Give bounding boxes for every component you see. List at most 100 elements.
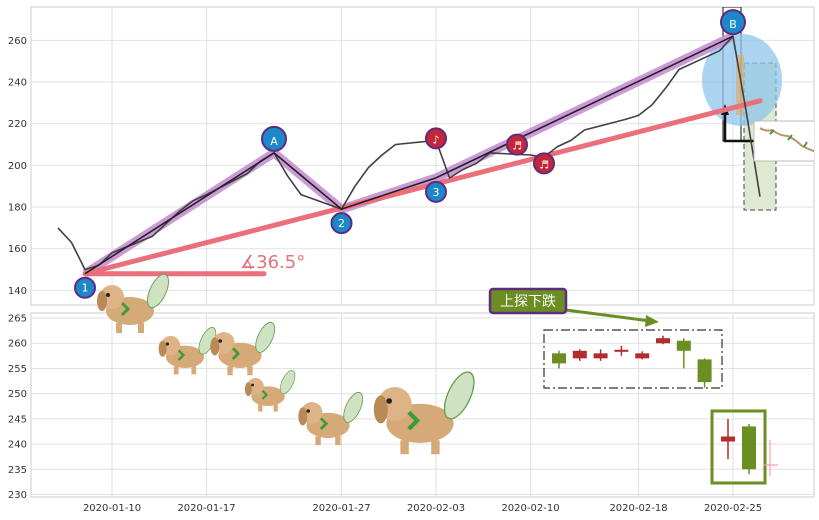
angle-label: ∡36.5° xyxy=(240,252,305,273)
pattern-point-marker xyxy=(261,125,287,152)
puppy-eye xyxy=(165,342,169,346)
candle-body xyxy=(552,353,566,364)
orange-band xyxy=(736,55,744,115)
puppy-leg xyxy=(247,366,253,376)
y-tick-label: 230 xyxy=(8,490,27,501)
note-markers: ♪ ♬ ♬ xyxy=(425,127,555,175)
note-marker-symbol: ♬ xyxy=(512,140,522,153)
candle-body xyxy=(572,350,587,359)
x-tick-label: 2020-02-10 xyxy=(501,503,559,514)
pattern-point-marker xyxy=(425,180,447,203)
x-tick-label: 2020-01-27 xyxy=(312,503,370,514)
puppy-collar xyxy=(407,410,421,431)
y-tick-label: 220 xyxy=(8,119,27,130)
candle-body xyxy=(676,340,691,351)
puppy-leg xyxy=(335,436,341,446)
note-marker-symbol: ♬ xyxy=(539,158,549,171)
pattern-point-label: B xyxy=(729,18,737,31)
puppy-ear xyxy=(373,395,388,424)
puppy-sticker xyxy=(97,273,170,333)
x-tick-label: 2020-02-03 xyxy=(407,503,465,514)
note-marker xyxy=(506,133,528,156)
candle-body xyxy=(635,353,650,359)
thumbnail-sketch-green xyxy=(769,129,808,148)
puppy-ear xyxy=(210,337,220,356)
pattern-point-marker xyxy=(720,9,746,36)
pattern-point-label: A xyxy=(270,135,278,148)
x-tick-label: 2020-01-17 xyxy=(177,503,235,514)
pattern-point-label: 1 xyxy=(82,282,89,295)
example-candles xyxy=(721,418,756,475)
candle-body xyxy=(697,359,712,383)
puppy-collar xyxy=(319,417,329,430)
puppy-leg xyxy=(191,366,197,375)
puppy-collar xyxy=(120,301,131,317)
y-tick-label: 240 xyxy=(8,78,27,89)
puppy-wing xyxy=(443,371,475,420)
puppy-sticker xyxy=(158,327,217,375)
puppy-wing xyxy=(343,391,364,423)
price-y-axis: 140 160 180 200 220 240 260 xyxy=(8,36,27,297)
y-tick-label: 200 xyxy=(8,161,27,172)
y-tick-label: 140 xyxy=(8,286,27,297)
y-tick-label: 265 xyxy=(8,314,27,325)
puppy-wing xyxy=(255,321,276,353)
x-tick-label: 2020-02-25 xyxy=(704,503,762,514)
y-tick-label: 245 xyxy=(8,414,27,425)
y-tick-label: 255 xyxy=(8,364,27,375)
date-x-axis: 2020-01-10 2020-01-17 2020-01-27 2020-02-03… xyxy=(83,503,762,514)
puppy-ear xyxy=(244,382,252,397)
y-tick-label: 260 xyxy=(8,36,27,47)
puppy-eye xyxy=(106,293,110,297)
puppy-eye xyxy=(251,383,254,387)
pink-cross xyxy=(764,440,778,476)
pattern-markers: 1 A 2 3 B xyxy=(74,9,746,299)
note-marker-symbol: ♪ xyxy=(432,133,439,146)
example-box xyxy=(710,409,767,485)
y-tick-label: 235 xyxy=(8,465,27,476)
pattern-point-label: 2 xyxy=(338,217,345,230)
puppy-leg xyxy=(138,323,144,333)
puppy-leg xyxy=(431,440,440,455)
candle-body xyxy=(593,353,608,359)
annotation-arrow-head xyxy=(645,315,659,327)
annotation-box xyxy=(488,287,568,315)
puppy-leg xyxy=(173,366,179,375)
candle-body xyxy=(656,338,670,344)
thumbnail-frame xyxy=(753,120,814,162)
candle-body xyxy=(742,426,756,470)
puppy-leg xyxy=(400,440,409,455)
y-tick-label: 160 xyxy=(8,244,27,255)
y-tick-label: 180 xyxy=(8,203,27,214)
puppy-ear xyxy=(97,291,107,311)
note-marker xyxy=(425,127,447,150)
puppy-eye xyxy=(386,398,392,404)
annotation-label: 上探下跌 xyxy=(500,294,556,310)
y-tick-label: 240 xyxy=(8,440,27,451)
annotation-arrow xyxy=(565,308,651,323)
puppy-leg xyxy=(116,323,122,333)
puppy-wing xyxy=(279,370,296,395)
puppy-collar xyxy=(231,347,241,360)
puppy-leg xyxy=(273,404,278,412)
candle-body xyxy=(721,436,735,442)
puppy-eye xyxy=(218,339,222,343)
puppy-leg xyxy=(227,366,233,376)
puppy-eye xyxy=(306,409,310,413)
y-tick-label: 260 xyxy=(8,339,27,350)
puppy-leg xyxy=(315,436,321,446)
pattern-point-marker xyxy=(74,276,96,299)
y-tick-label: 250 xyxy=(8,389,27,400)
puppy-ear xyxy=(158,340,167,357)
x-tick-label: 2020-02-18 xyxy=(609,503,667,514)
pattern-zigzag xyxy=(84,35,734,275)
pattern-candles xyxy=(552,335,712,388)
candle-body xyxy=(614,349,629,352)
puppy-collar xyxy=(177,349,186,361)
x-tick-label: 2020-01-10 xyxy=(83,503,141,514)
pattern-point-label: 3 xyxy=(433,186,440,199)
puppy-sticker xyxy=(298,391,364,446)
puppy-sticker xyxy=(244,370,296,412)
puppy-sticker xyxy=(373,371,475,455)
